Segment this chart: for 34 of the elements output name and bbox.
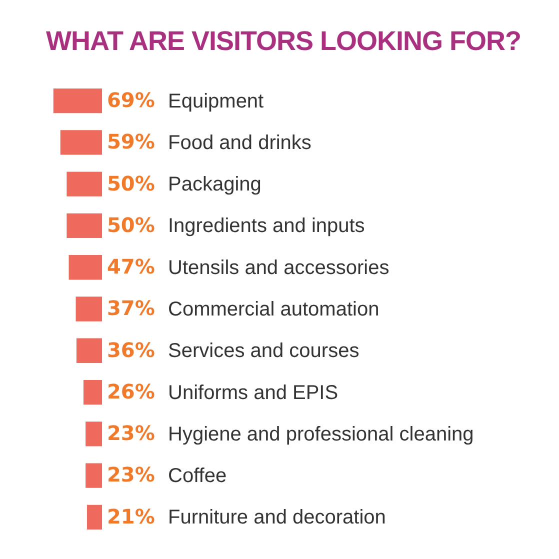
y-tick-label: Hygiene and professional cleaning <box>168 423 474 446</box>
data-label: 47% <box>107 254 155 279</box>
bar <box>83 380 102 405</box>
data-label: 59% <box>107 130 155 154</box>
data-label: 36% <box>107 338 155 362</box>
data-label: 23% <box>107 462 155 487</box>
bar <box>76 338 102 363</box>
text: WHAT ARE VISITORS LOOKING FOR? <box>45 26 522 57</box>
bar <box>66 172 102 196</box>
bar <box>86 504 102 530</box>
y-tick-label: Ingredients and inputs <box>168 215 365 238</box>
y-tick-label: Packaging <box>168 174 262 196</box>
y-tick-label: Commercial automation <box>168 298 380 321</box>
data-label: 69% <box>107 88 155 112</box>
y-tick-label: Furniture and decoration <box>168 506 386 529</box>
bar <box>60 130 102 155</box>
y-tick-label: Equipment <box>168 90 264 112</box>
y-tick-label: Utensils and accessories <box>168 256 390 279</box>
bar <box>76 296 102 322</box>
bar <box>68 255 102 280</box>
bar <box>66 213 102 238</box>
data-label: 26% <box>107 379 155 404</box>
data-label: 21% <box>107 504 155 528</box>
data-label: 50% <box>107 212 155 237</box>
data-label: 23% <box>107 421 155 446</box>
y-tick-label: Food and drinks <box>168 132 312 154</box>
y-tick-label: Services and courses <box>168 340 360 362</box>
bar <box>86 463 102 488</box>
bar <box>86 422 102 446</box>
bar <box>53 88 102 114</box>
y-tick-label: Coffee <box>168 465 227 488</box>
y-tick-label: Uniforms and EPIS <box>168 382 338 404</box>
data-label: 50% <box>107 171 155 196</box>
data-label: 37% <box>107 296 155 320</box>
